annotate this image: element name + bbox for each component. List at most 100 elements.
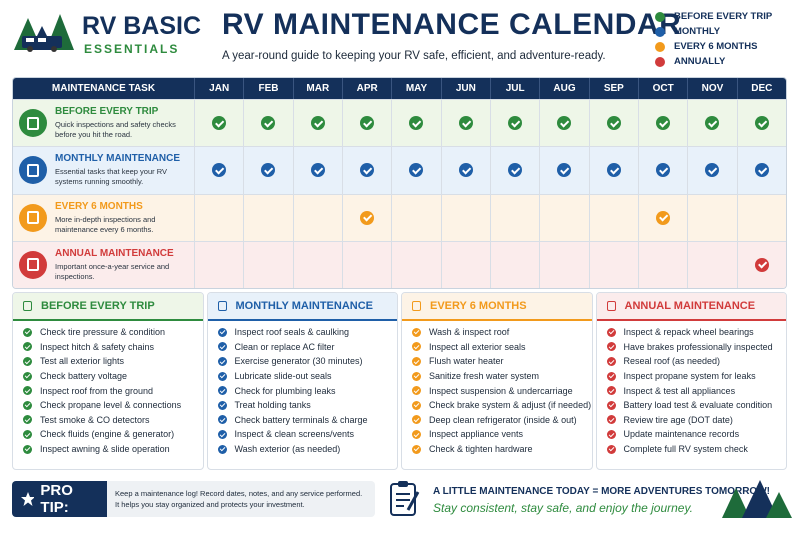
month-cell [440,240,490,288]
check-icon [557,163,572,178]
list-title: BEFORE EVERY TRIP [41,300,155,312]
list-item: Inspect awning & slide operation [13,442,203,457]
month-cell [489,193,540,241]
check-icon [557,116,572,131]
task-description: Essential tasks that keep your RV system… [55,167,168,187]
item-text: Review tire age (DOT date) [623,414,733,425]
month-cell [292,193,342,241]
list-item: Inspect roof from the ground [13,383,203,398]
list-item: Treat holding tanks [208,398,398,413]
month-cell [243,240,293,288]
task-description: Important once-a-year service and inspec… [55,261,170,281]
item-text: Check battery terminals & charge [234,414,368,425]
list-item: Inspect hitch & safety chains [13,340,203,355]
month-cell [194,193,244,241]
icon-glyph [27,163,39,177]
list-item: Inspect & clean screens/vents [208,427,398,442]
footer-tagline: Stay consistent, stay safe, and enjoy th… [433,501,693,515]
item-text: Inspect & repack wheel bearings [623,327,754,338]
list-body: Wash & inspect roof Inspect all exterior … [402,321,592,456]
item-check [23,371,32,381]
icon-glyph [27,211,39,225]
item-check [23,386,32,396]
check-icon [606,163,621,178]
list-body: Check tire pressure & condition Inspect h… [13,321,203,456]
check-icon [409,163,424,178]
item-text: Inspect all exterior seals [429,341,526,352]
list-icon [606,301,616,311]
check-icon [261,163,276,178]
legend-item: BEFORE EVERY TRIP [655,9,772,24]
item-text: Have brakes professionally inspected [623,341,773,352]
icon-glyph [27,116,39,130]
item-check [217,400,227,410]
list-item: Wash exterior (as needed) [208,442,398,457]
month-cell [736,99,786,147]
list-item: Check & tighten hardware [402,442,592,457]
list-item: Inspect suspension & undercarriage [402,383,592,398]
pro-tip-text: Keep a maintenance log! Record dates, no… [107,481,375,517]
list-title: ANNUAL MAINTENANCE [624,300,756,312]
item-check [412,327,421,337]
month-cell [194,240,244,288]
month-cell [341,146,392,194]
month-cell [687,193,737,241]
list-column: BEFORE EVERY TRIP Check tire pressure & c… [12,292,204,470]
task-cell: BEFORE EVERY TRIP Quick inspections and s… [13,99,194,147]
list-icon [23,301,32,311]
item-check [606,342,616,352]
month-header: APR [341,78,392,99]
item-text: Flush water heater [429,356,504,367]
trees-icon [722,480,792,518]
month-header: MAR [292,78,342,99]
pro-tip: PRO TIP: Keep a maintenance log! Record … [12,481,375,517]
list-item: Inspect roof seals & caulking [208,325,398,340]
legend-label: BEFORE EVERY TRIP [674,11,773,22]
list-item: Sanitize fresh water system [402,369,592,384]
list-item: Check battery voltage [13,369,203,384]
item-text: Check brake system & adjust (if needed) [429,400,592,411]
item-check [23,400,32,410]
item-text: Inspect suspension & undercarriage [429,385,573,396]
month-cell [588,240,638,288]
month-cell [243,146,293,194]
month-header: MAY [391,78,441,99]
list-item: Inspect & repack wheel bearings [597,325,787,340]
month-cell [687,146,737,194]
month-header: NOV [687,78,737,99]
month-cell [489,99,540,147]
item-check [412,342,421,352]
list-item: Exercise generator (30 minutes) [208,354,398,369]
item-text: Check & tighten hardware [429,444,533,455]
item-check [606,429,616,439]
month-header: JUN [440,78,490,99]
item-text: Sanitize fresh water system [429,371,540,382]
legend-dot [655,41,665,52]
calendar-table: MAINTENANCE TASK JAN FEB MAR APR MAY JUN JUL AUG… [12,77,787,289]
list-title: MONTHLY MAINTENANCE [235,300,374,312]
pro-tip-label-box: PRO TIP: [12,481,107,517]
month-cell [736,240,786,288]
item-check [23,444,32,454]
item-text: Check for plumbing leaks [234,385,336,396]
star-icon [21,492,35,506]
list-item: Inspect all exterior seals [402,340,592,355]
legend-item: MONTHLY [655,24,772,39]
check-icon [310,163,325,178]
month-cell [588,146,638,194]
list-column: ANNUAL MAINTENANCE Inspect & repack wheel… [595,292,787,470]
check-icon [705,116,720,131]
list-body: Inspect & repack wheel bearings Have brak… [597,321,787,456]
title: RV MAINTENANCE CALENDAR [222,8,682,41]
item-check [606,386,616,396]
month-header: SEP [588,78,638,99]
task-icon [19,203,47,232]
legend-dot [655,26,665,37]
month-cell [736,146,786,194]
task-icon [19,250,47,279]
item-text: Check propane level & connections [40,400,182,411]
legend: BEFORE EVERY TRIP MONTHLY EVERY 6 MONTHS AN… [655,9,772,69]
list-item: Check battery terminals & charge [208,413,398,428]
logo-line2: ESSENTIALS [84,42,180,56]
list-item: Flush water heater [402,354,592,369]
